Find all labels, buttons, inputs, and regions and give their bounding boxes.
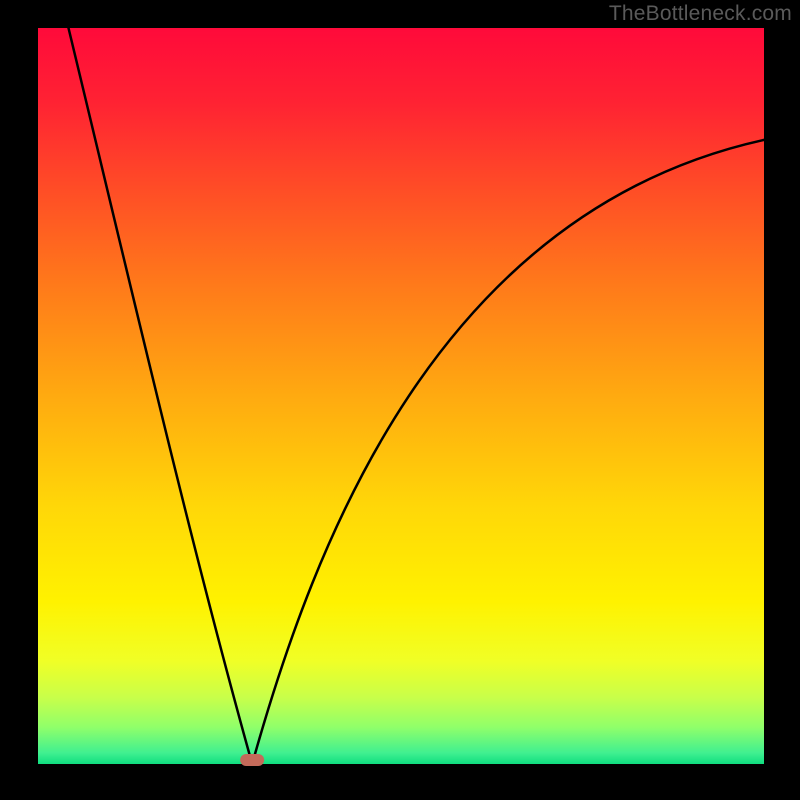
bottleneck-chart xyxy=(0,0,800,800)
plot-area xyxy=(38,28,764,764)
watermark-label: TheBottleneck.com xyxy=(609,2,792,26)
cusp-marker xyxy=(240,754,264,766)
